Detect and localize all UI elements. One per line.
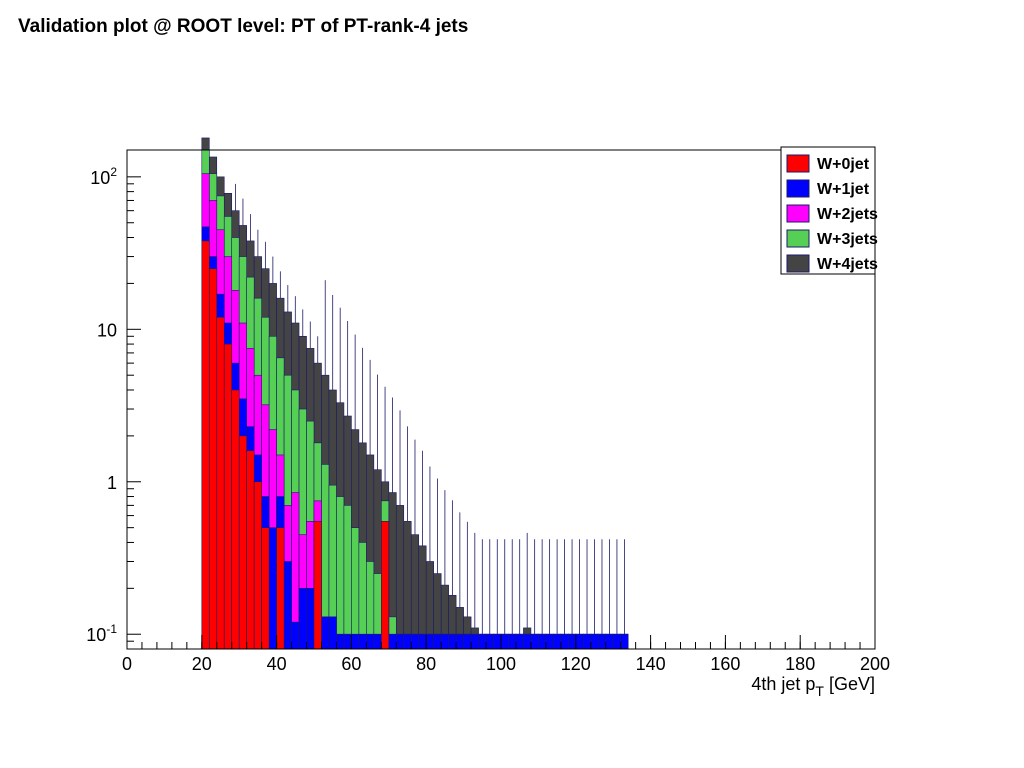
bar	[291, 621, 300, 650]
bar	[261, 527, 270, 650]
x-tick-label: 40	[267, 654, 287, 674]
y-tick-label: 10-1	[86, 622, 117, 645]
bar	[478, 633, 487, 650]
bar	[238, 435, 247, 650]
legend-label: W+2jets	[817, 206, 878, 223]
bar	[388, 633, 397, 650]
bar	[545, 633, 554, 650]
error-bars	[235, 183, 625, 635]
y-tick-label: 102	[90, 165, 117, 188]
x-tick-label: 160	[710, 654, 740, 674]
bar	[493, 633, 502, 650]
legend-label: W+1jet	[817, 181, 870, 198]
legend-swatch	[786, 204, 810, 223]
legend-swatch	[786, 254, 810, 273]
bar	[582, 633, 592, 650]
bar	[358, 542, 367, 650]
bar	[620, 633, 629, 650]
bar	[321, 616, 330, 650]
bar	[343, 633, 352, 650]
bar	[612, 633, 621, 650]
x-tick-label: 120	[561, 654, 591, 674]
bar	[216, 316, 225, 650]
bar	[448, 633, 457, 650]
bar	[523, 633, 532, 650]
bar	[605, 633, 614, 650]
bar	[358, 633, 367, 650]
bar	[470, 633, 479, 650]
bar	[366, 633, 375, 650]
bar	[425, 633, 434, 650]
bar	[463, 633, 472, 650]
bar	[410, 633, 420, 650]
y-tick-label: 10	[97, 320, 117, 340]
legend-label: W+0jet	[817, 156, 870, 173]
bar	[268, 527, 277, 650]
axes: 0 20 40 60 80 100 120 140 160 180 200 10-1 1 10 102 4th…	[86, 149, 890, 699]
bar	[418, 545, 427, 650]
bar	[351, 633, 360, 650]
bar	[455, 633, 464, 650]
bar	[500, 633, 509, 650]
bar	[253, 481, 262, 650]
bar	[568, 633, 577, 650]
bar	[403, 633, 412, 650]
bar	[283, 561, 292, 650]
bar	[410, 534, 420, 650]
x-tick-label: 180	[785, 654, 815, 674]
bar	[560, 633, 569, 650]
bar	[553, 633, 562, 650]
bar	[298, 588, 307, 650]
legend-swatch	[786, 229, 810, 248]
x-tick-label: 140	[636, 654, 666, 674]
series-w-0jet	[201, 240, 390, 650]
bar	[336, 496, 345, 650]
bar	[306, 588, 315, 650]
x-tick-label: 0	[122, 654, 132, 674]
bar	[515, 633, 524, 650]
bar	[440, 633, 449, 650]
bar	[395, 633, 405, 650]
bar	[395, 505, 405, 650]
legend-label: W+3jets	[817, 231, 878, 248]
bar	[276, 527, 285, 650]
bar	[538, 633, 547, 650]
bar	[343, 505, 352, 650]
bar	[590, 633, 599, 650]
bar	[231, 389, 240, 650]
bar	[403, 521, 412, 650]
bar	[508, 633, 517, 650]
bar	[223, 343, 233, 650]
y-tick-label: 1	[107, 473, 117, 493]
x-tick-label: 200	[860, 654, 890, 674]
bar	[336, 633, 345, 650]
bar	[485, 633, 494, 650]
x-tick-label: 80	[416, 654, 436, 674]
bar	[351, 527, 360, 650]
bar	[575, 633, 584, 650]
bar	[201, 240, 210, 650]
bar	[208, 268, 218, 650]
bar	[328, 616, 337, 650]
legend-swatch	[786, 154, 810, 173]
bar	[418, 633, 427, 650]
bar	[381, 521, 390, 650]
bar	[433, 633, 442, 650]
x-tick-label: 60	[341, 654, 361, 674]
legend-swatch	[786, 179, 810, 198]
x-axis-label: 4th jet pT [GeV]	[751, 674, 875, 699]
legend-label: W+4jets	[817, 256, 878, 273]
bar	[373, 633, 382, 650]
bar	[530, 633, 539, 650]
bar	[246, 450, 255, 650]
bar	[313, 521, 322, 650]
bar	[597, 633, 607, 650]
slide-title: Validation plot @ ROOT level: PT of PT-r…	[18, 16, 469, 37]
x-tick-label: 100	[486, 654, 516, 674]
legend: W+0jet W+1jet W+2jets W+3jets W+4jets	[780, 146, 878, 275]
x-tick-label: 20	[192, 654, 212, 674]
